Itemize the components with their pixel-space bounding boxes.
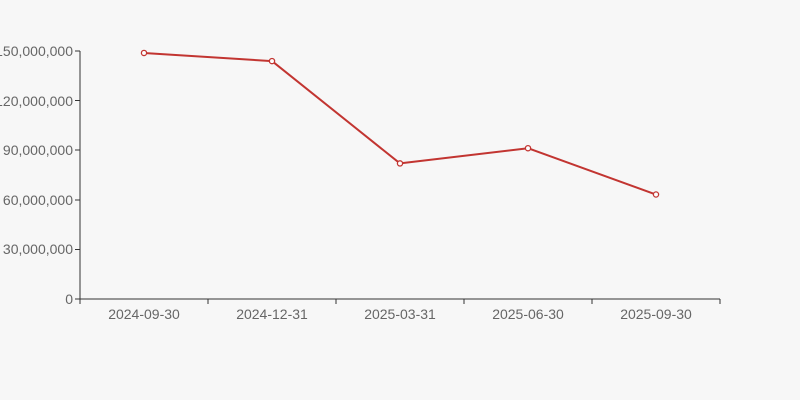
series-data-point[interactable] [140,49,148,57]
x-axis-category-label: 2025-03-31 [364,306,436,322]
series-data-point[interactable] [524,144,532,152]
series-line [143,51,657,196]
series-data-point[interactable] [652,191,660,198]
y-axis-tick-label: 0 [65,291,73,307]
series-data-point[interactable] [268,57,276,65]
x-axis-category-label: 2025-09-30 [620,306,692,322]
y-axis-tick-label: 120,000,000 [0,92,73,109]
x-axis-category-label: 2025-06-30 [492,306,564,322]
x-axis-category-label: 2024-12-31 [236,306,308,322]
series-data-point[interactable] [396,160,404,167]
y-axis-tick-label: 150,000,000 [0,43,73,59]
x-axis-category-label: 2024-09-30 [108,306,180,322]
y-axis-tick-label: 30,000,000 [2,241,73,258]
y-axis-tick-label: 90,000,000 [2,142,73,159]
y-axis-tick-label: 60,000,000 [2,191,73,208]
